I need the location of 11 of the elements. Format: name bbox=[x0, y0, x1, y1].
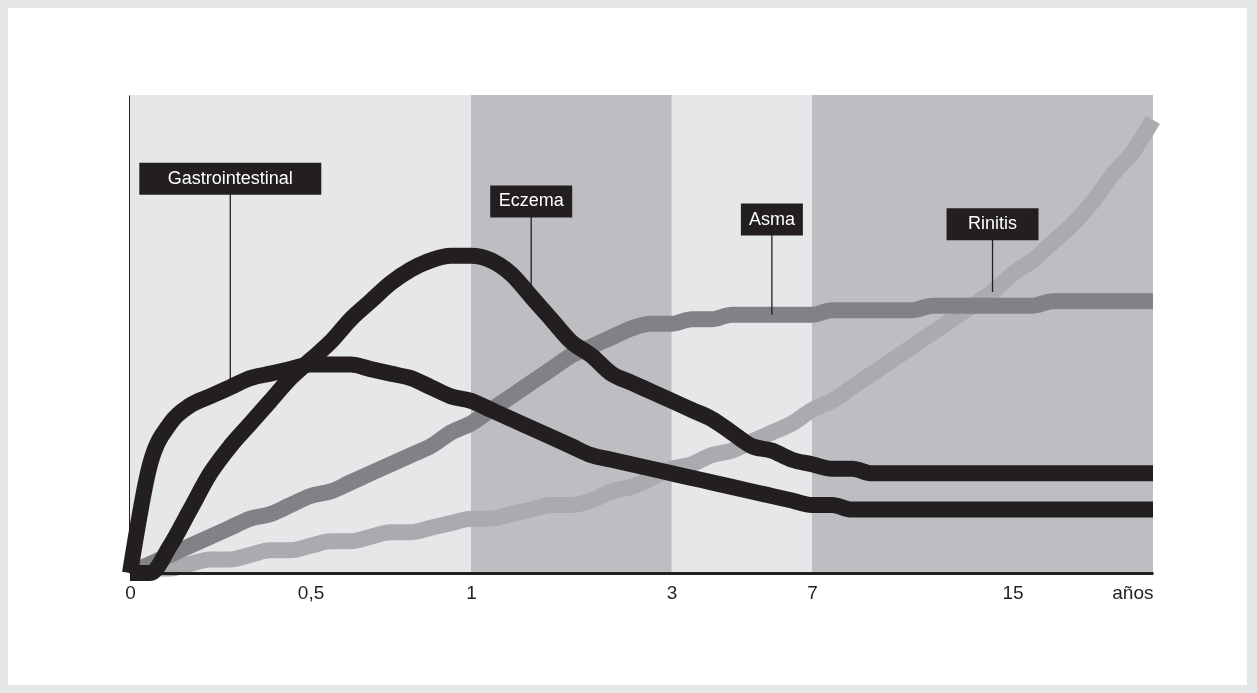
x-tick-label: 15 bbox=[1002, 581, 1024, 603]
x-tick-label: 3 bbox=[666, 581, 678, 603]
x-tick-label: 1 bbox=[466, 581, 477, 603]
x-tick-label: 7 bbox=[807, 581, 818, 603]
x-axis-title: años bbox=[1112, 581, 1154, 603]
text: Gastrointestinal bbox=[167, 167, 293, 188]
x-tick-label: 0,5 bbox=[297, 581, 325, 603]
text: Asma bbox=[748, 208, 796, 229]
x-tick-label: 0 bbox=[125, 581, 136, 603]
series-label: Rinitis bbox=[968, 213, 1018, 234]
text: Eczema bbox=[498, 190, 565, 211]
